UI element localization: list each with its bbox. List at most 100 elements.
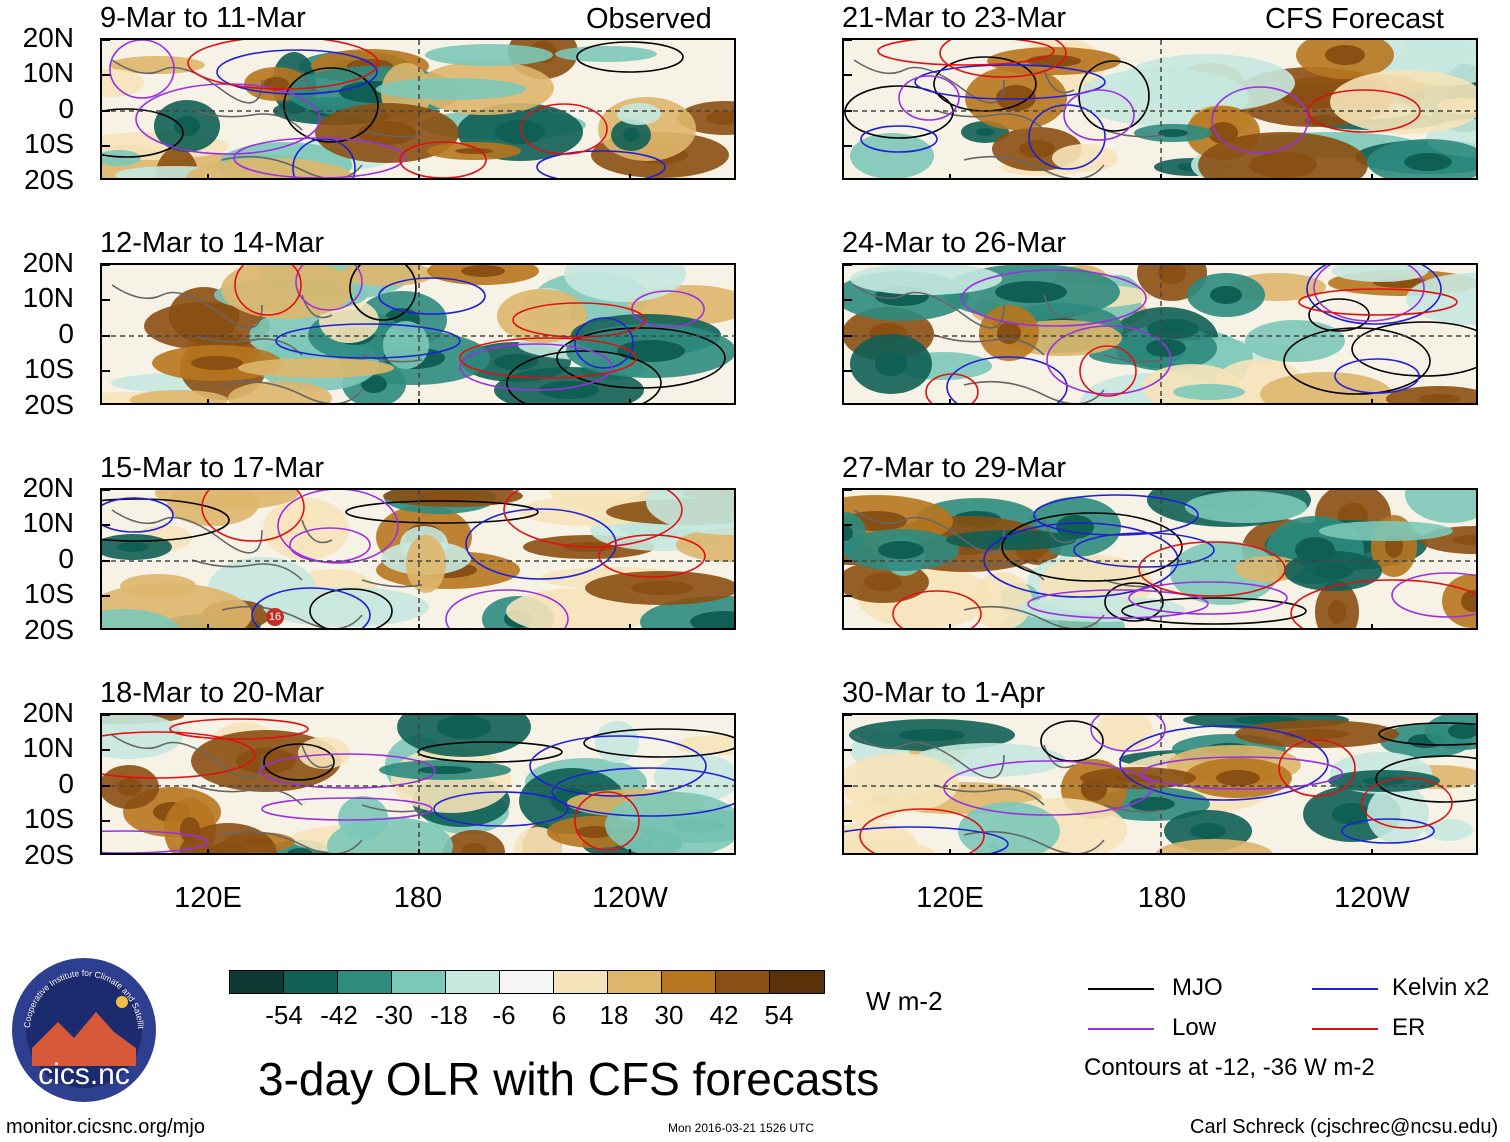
- mjo-contour: [345, 500, 539, 524]
- olr-anomaly-core: [461, 843, 487, 853]
- low-contour: [277, 490, 399, 564]
- low-contour: [1141, 756, 1343, 790]
- colorbar-swatch: [770, 971, 824, 993]
- low-contour: [943, 760, 1153, 816]
- lon-label-120e-left: 120E: [174, 882, 242, 914]
- coastline: [111, 509, 423, 628]
- legend-swatch-er: [1312, 1028, 1378, 1030]
- low-contour: [1090, 715, 1166, 752]
- er-contour: [1361, 777, 1453, 829]
- olr-anomaly-core: [617, 340, 685, 362]
- olr-anomaly-blob: [605, 792, 734, 853]
- kelvin-contour: [1119, 725, 1329, 801]
- legend-note: Contours at -12, -36 W m-2: [1084, 1054, 1375, 1081]
- lat-label: 20N: [22, 697, 74, 728]
- olr-anomaly-blob: [391, 747, 511, 813]
- er-contour: [574, 791, 640, 851]
- lat-label: 20S: [24, 839, 74, 870]
- lon-label-120w-right: 120W: [1334, 882, 1410, 914]
- mjo-contour: [1351, 321, 1476, 377]
- lat-label: 10S: [24, 578, 74, 609]
- lat-label: 10S: [24, 128, 74, 159]
- olr-anomaly-blob: [109, 56, 205, 74]
- er-contour: [1298, 288, 1458, 316]
- er-contour: [459, 337, 637, 379]
- footer-author: Carl Schreck (cjschrec@ncsu.edu): [1190, 1116, 1499, 1138]
- legend-label-er: ER: [1392, 1014, 1426, 1041]
- olr-anomaly-core: [494, 354, 538, 370]
- coastline: [853, 734, 1165, 853]
- olr-anomaly-blob: [1405, 490, 1476, 523]
- observed-label: Observed: [586, 3, 712, 35]
- lat-label: 10S: [24, 353, 74, 384]
- er-contour: [892, 590, 982, 628]
- olr-anomaly-core: [690, 611, 734, 628]
- olr-anomaly-core: [995, 281, 1067, 303]
- er-contour: [169, 718, 309, 740]
- colorbar-tick-label: -42: [320, 1000, 358, 1030]
- er-contour: [877, 40, 1055, 66]
- lat-label: 20N: [22, 247, 74, 278]
- olr-anomaly-blob: [238, 358, 394, 378]
- low-contour: [295, 265, 363, 311]
- er-contour: [1278, 739, 1356, 797]
- low-contour: [233, 137, 405, 178]
- colorbar-swatch: [554, 971, 608, 993]
- olr-anomaly-core: [1448, 723, 1476, 739]
- olr-map-panel: [100, 263, 736, 405]
- kelvin-contour: [914, 64, 1106, 100]
- olr-anomaly-core: [418, 766, 472, 774]
- colorbar-tick-label: 18: [599, 1000, 629, 1030]
- colorbar-tick-label: 6: [551, 1000, 567, 1030]
- er-contour: [859, 808, 985, 853]
- storm-marker: 16: [266, 608, 284, 626]
- olr-anomaly-blob: [1097, 715, 1153, 750]
- kelvin-contour: [946, 356, 1068, 403]
- olr-anomaly-blob: [376, 78, 526, 100]
- low-contour: [1313, 265, 1425, 322]
- lat-label: 20S: [24, 389, 74, 420]
- olr-anomaly-blob: [1260, 372, 1392, 403]
- olr-anomaly-blob: [338, 796, 388, 840]
- er-contour: [234, 265, 302, 316]
- colorbar-swatch: [716, 971, 770, 993]
- coastline: [853, 284, 1165, 403]
- olr-anomaly-blob: [1442, 574, 1476, 628]
- mjo-contour: [576, 41, 684, 73]
- olr-anomaly-core: [631, 581, 693, 595]
- low-contour: [1046, 325, 1172, 395]
- kelvin-contour: [378, 277, 486, 315]
- low-contour: [1063, 89, 1135, 141]
- colorbar-tick-label: -54: [265, 1000, 303, 1030]
- olr-anomaly-core: [208, 842, 248, 853]
- legend-label-low: Low: [1172, 1014, 1217, 1041]
- kelvin-contour: [102, 497, 174, 533]
- olr-anomaly-core: [875, 352, 907, 376]
- olr-anomaly-blob: [1052, 144, 1118, 172]
- olr-anomaly-blob: [972, 572, 1032, 628]
- low-contour: [1211, 86, 1309, 154]
- er-contour: [1290, 579, 1476, 628]
- olr-anomaly-core: [461, 265, 505, 277]
- footer-url[interactable]: monitor.cicsnc.org/mjo: [6, 1116, 205, 1138]
- olr-anomaly-blob: [850, 133, 934, 178]
- olr-anomaly-core: [117, 778, 141, 796]
- olr-anomaly-core: [182, 316, 232, 336]
- footer-timestamp: Mon 2016-03-21 1526 UTC: [668, 1121, 815, 1135]
- colorbar-tick-label: 30: [654, 1000, 684, 1030]
- olr-anomaly-core: [1313, 563, 1353, 579]
- olr-anomaly-blob: [844, 512, 866, 554]
- er-contour: [1138, 541, 1286, 597]
- olr-anomaly-blob: [425, 44, 553, 66]
- er-contour: [201, 490, 305, 542]
- kelvin-contour: [844, 826, 1009, 853]
- olr-anomaly-core: [1163, 325, 1183, 333]
- olr-anomaly-blob: [186, 158, 354, 178]
- coastline: [853, 509, 1165, 628]
- olr-anomaly-core: [358, 121, 416, 145]
- olr-anomaly-blob: [1173, 384, 1245, 400]
- olr-anomaly-core: [1461, 590, 1476, 612]
- olr-map-panel: [842, 713, 1478, 855]
- olr-anomaly-blob: [406, 535, 446, 593]
- low-contour: [459, 343, 613, 391]
